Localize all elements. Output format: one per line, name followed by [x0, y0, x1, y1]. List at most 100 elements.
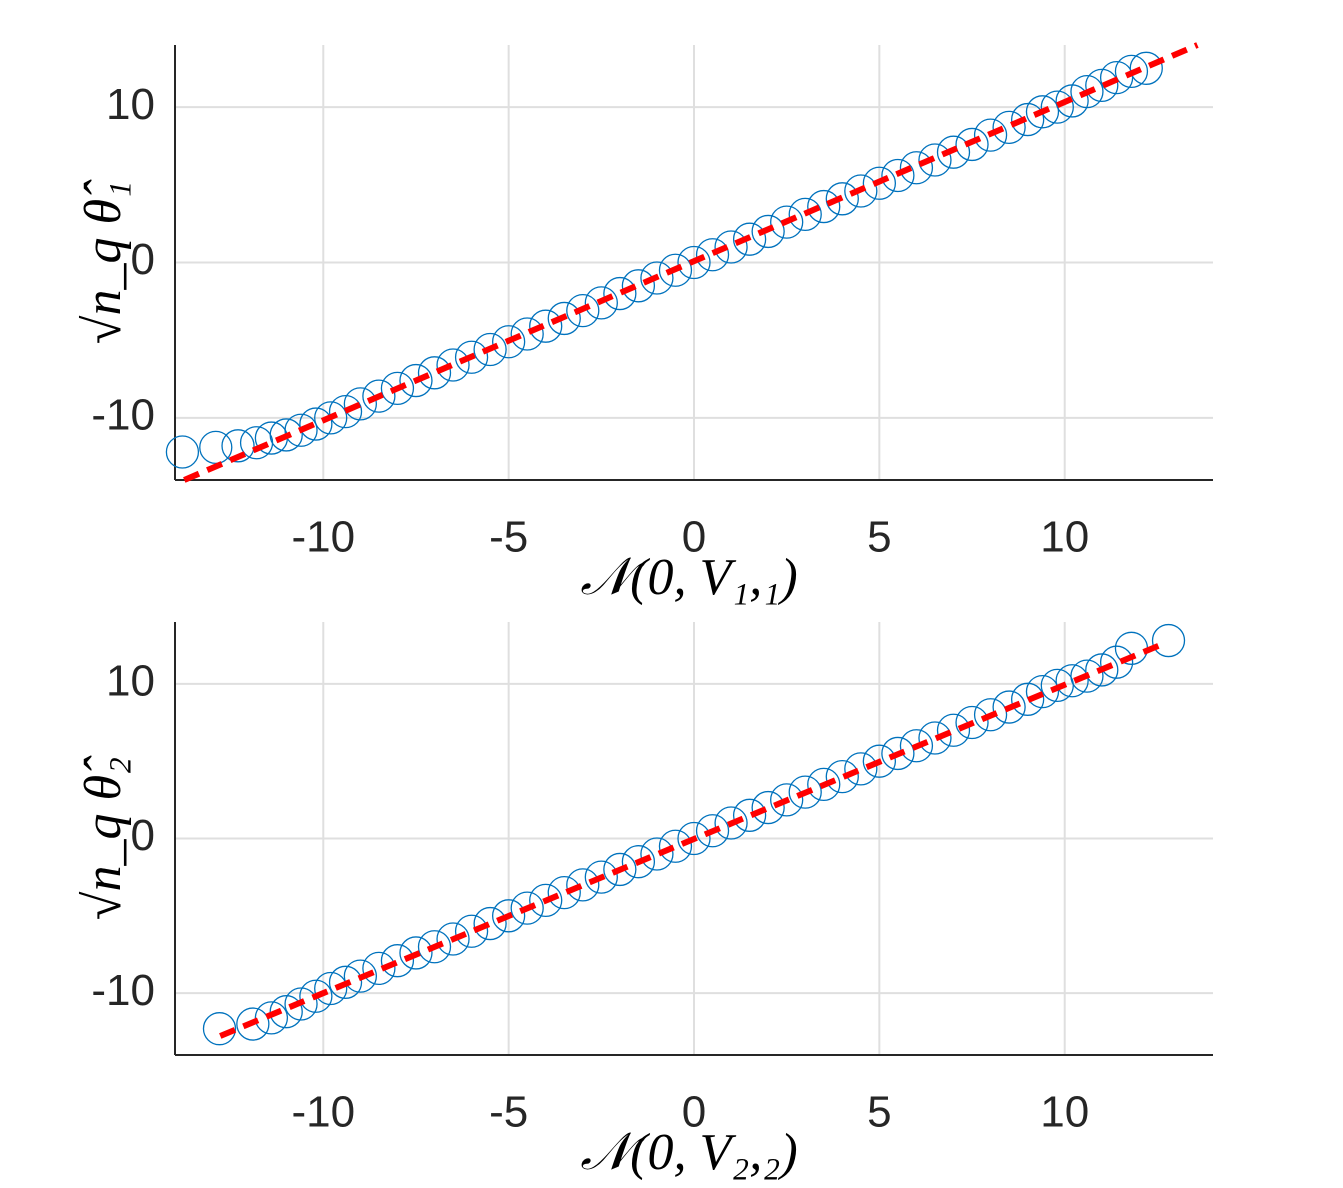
x-tick-label: 0: [682, 1088, 706, 1137]
point: [1055, 664, 1089, 698]
point: [566, 868, 600, 902]
point: [1010, 682, 1045, 716]
point: [202, 1012, 237, 1046]
point: [529, 883, 563, 918]
y-tick-label: 10: [106, 80, 155, 129]
point: [491, 899, 526, 933]
point: [788, 197, 822, 231]
point: [473, 906, 507, 941]
point: [436, 348, 470, 382]
point: [918, 721, 952, 755]
point: [658, 829, 693, 863]
point: [328, 965, 363, 999]
point: [714, 230, 748, 264]
point: [862, 744, 897, 778]
point: [751, 790, 785, 825]
point: [955, 127, 989, 162]
point: [807, 189, 841, 224]
point: [992, 110, 1026, 144]
x-tick-label: 10: [1040, 1088, 1089, 1137]
point: [621, 269, 656, 303]
point: [899, 729, 934, 763]
point: [436, 922, 470, 956]
point: [491, 325, 526, 359]
point: [199, 430, 233, 465]
point: [881, 158, 915, 193]
point: [844, 174, 878, 208]
point: [547, 875, 581, 910]
y-tick-label: -10: [91, 966, 155, 1015]
point: [314, 971, 348, 1006]
point: [454, 340, 489, 374]
point: [955, 705, 989, 740]
point: [899, 151, 934, 185]
point: [918, 143, 952, 177]
point: [992, 690, 1026, 724]
point: [1025, 674, 1060, 709]
point: [881, 736, 915, 771]
point: [584, 860, 618, 894]
point: [788, 775, 822, 809]
point: [1114, 54, 1149, 89]
point: [1010, 102, 1045, 137]
point: [770, 205, 804, 239]
point: [695, 238, 730, 272]
point: [770, 783, 804, 817]
point: [328, 394, 363, 429]
point: [529, 309, 563, 343]
x-tick-label: 10: [1040, 513, 1089, 562]
point: [284, 413, 318, 447]
point: [1151, 623, 1186, 658]
point: [314, 401, 348, 435]
point: [807, 767, 841, 802]
x-tick-label: 5: [867, 1088, 891, 1137]
point: [299, 407, 333, 441]
point: [343, 959, 378, 993]
point: [714, 806, 748, 840]
point: [732, 222, 767, 256]
point: [399, 363, 433, 398]
point: [1040, 90, 1074, 124]
point: [473, 332, 507, 367]
point: [973, 118, 1008, 152]
point: [603, 276, 637, 311]
point: [862, 166, 897, 200]
point: [1025, 95, 1060, 129]
point: [566, 294, 600, 328]
point: [380, 371, 415, 405]
point: [936, 713, 971, 747]
point: [973, 698, 1008, 732]
point: [640, 837, 674, 871]
x-tick-label: -10: [291, 1088, 355, 1137]
y-axis-label: √n_q θ̂₂: [75, 755, 132, 920]
point: [362, 379, 396, 413]
point: [510, 891, 544, 925]
point: [380, 944, 415, 978]
reference-line: [183, 42, 1199, 483]
point: [165, 435, 200, 469]
point: [621, 845, 656, 879]
x-tick-label: -5: [489, 1088, 528, 1137]
y-tick-label: 0: [131, 811, 155, 860]
x-tick-label: -5: [489, 513, 528, 562]
point: [1129, 51, 1163, 85]
point: [1099, 645, 1134, 679]
point: [417, 356, 452, 390]
point: [844, 752, 878, 786]
y-tick-label: 0: [131, 235, 155, 284]
point: [1070, 659, 1104, 693]
point: [936, 135, 971, 169]
point: [603, 852, 637, 887]
x-tick-label: 0: [682, 513, 706, 562]
x-axis-label: 𝒩(0, V₁,₁): [580, 549, 797, 606]
point: [417, 930, 452, 964]
point: [454, 914, 489, 948]
y-axis-label: √n_q θ̂₁: [75, 179, 132, 344]
x-axis-label: 𝒩(0, V₂,₂): [580, 1124, 797, 1181]
point: [547, 301, 581, 336]
point: [825, 759, 859, 794]
point: [584, 286, 618, 320]
point: [640, 261, 674, 295]
